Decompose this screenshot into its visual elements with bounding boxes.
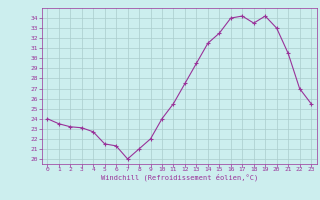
X-axis label: Windchill (Refroidissement éolien,°C): Windchill (Refroidissement éolien,°C) bbox=[100, 174, 258, 181]
